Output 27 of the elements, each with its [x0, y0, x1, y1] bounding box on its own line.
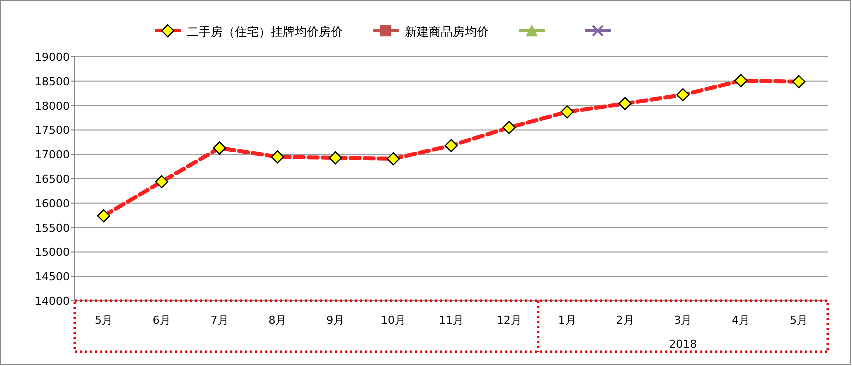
y-tick-label: 19000 — [35, 51, 70, 64]
y-tick-label: 18000 — [35, 100, 70, 113]
x-tick-label: 6月 — [152, 314, 171, 327]
x-tick-label: 5月 — [790, 314, 808, 327]
x-tick-label: 9月 — [326, 314, 345, 327]
y-tick-label: 15000 — [35, 246, 70, 260]
x-tick-label: 8月 — [268, 314, 287, 327]
x-tick-label: 10月 — [381, 314, 406, 327]
y-tick-label: 17500 — [35, 124, 70, 138]
y-tick-label: 14000 — [35, 295, 70, 308]
y-tick-label: 17000 — [35, 148, 70, 162]
x-tick-label: 12月 — [496, 314, 522, 327]
x-tick-label: 3月 — [674, 314, 692, 327]
y-tick-label: 16000 — [35, 197, 70, 210]
text: 2018 — [669, 338, 698, 351]
y-tick-label: 18500 — [35, 75, 70, 88]
y-tick-label: 16500 — [35, 173, 70, 186]
y-tick-label: 15500 — [35, 222, 70, 235]
legend-label: 二手房（住宅）挂牌均价房价 — [187, 25, 343, 39]
x-tick-label: 4月 — [732, 314, 750, 327]
x-tick-label: 5月 — [94, 314, 113, 327]
x-tick-label: 1月 — [558, 314, 576, 327]
x-tick-label: 2月 — [616, 314, 634, 327]
x-tick-label: 11月 — [439, 314, 464, 327]
y-tick-label: 14500 — [35, 270, 70, 284]
x-tick-label: 7月 — [210, 314, 229, 327]
legend-label: 新建商品房均价 — [405, 25, 489, 39]
